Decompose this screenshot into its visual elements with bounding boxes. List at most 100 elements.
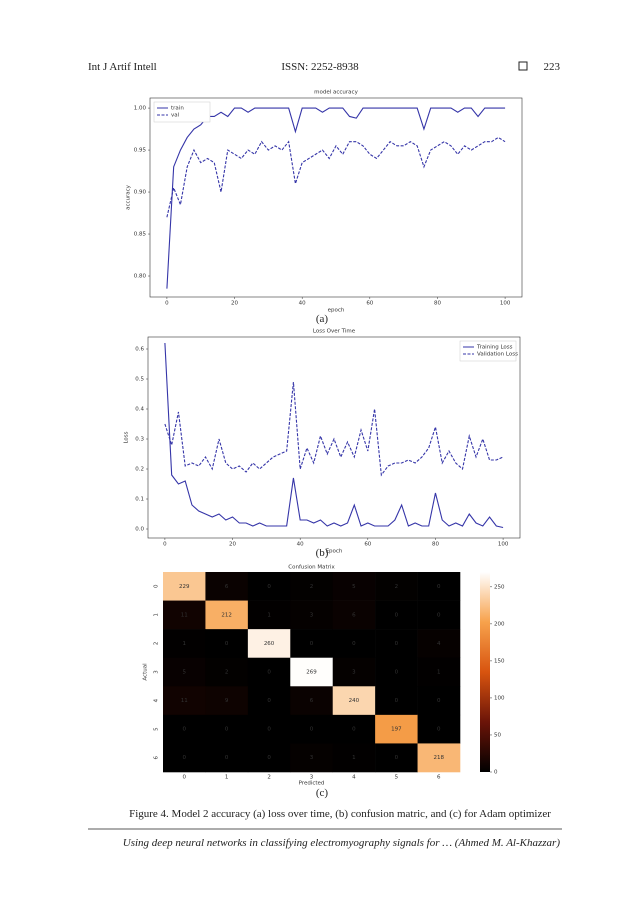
y-tick-label: 1 [154,613,160,617]
heatmap-cell [375,686,418,716]
cell-label: 0 [395,755,399,761]
cell-label: 0 [352,641,356,647]
cell-label: 11 [181,698,188,704]
cell-label: 0 [437,584,441,590]
x-axis-label: Predicted [299,781,325,787]
cell-label: 2 [310,584,314,590]
colorbar-tick-label: 0 [494,770,498,776]
x-tick-label: 2 [267,775,271,781]
heatmap-cell [205,600,249,630]
y-tick-label: 0.95 [134,148,147,154]
cell-label: 212 [221,612,232,618]
cell-label: 269 [306,670,317,676]
x-tick-label: 3 [310,775,314,781]
legend-box [459,340,517,362]
cell-label: 0 [267,584,271,590]
cell-label: 0 [182,727,186,733]
x-tick-label: 4 [352,775,356,781]
cell-label: 0 [437,727,441,733]
x-axis-label: epoch [328,308,345,314]
y-tick-label: 3 [154,670,160,674]
heatmap-cell [332,714,376,744]
y-tick-label: 0 [154,584,160,588]
heatmap-cell [163,600,206,630]
x-tick-label: 100 [500,301,511,307]
heatmap-cell [417,657,461,687]
cell-label: 11 [181,612,188,618]
heatmap-cell [375,629,418,659]
series-line [166,136,506,218]
heatmap-cell [290,743,334,773]
heatmap-cell [332,572,376,601]
heatmap-cell [163,629,206,659]
x-tick-label: 100 [498,542,509,548]
heatmap-cell [375,657,418,687]
page-number: 223 [544,61,561,73]
heatmap-cell [205,714,249,744]
heatmap-cell [163,743,206,773]
chart-title: model accuracy [314,90,358,96]
y-tick-label: 0.90 [134,190,147,196]
x-tick-label: 0 [182,775,186,781]
heatmap-cell [205,686,249,716]
heatmap-cell [290,572,334,601]
heatmap-cell [205,629,249,659]
x-tick-label: 6 [437,775,441,781]
cell-label: 2 [395,584,399,590]
cell-label: 6 [225,584,229,590]
plot-frame [149,97,523,298]
heatmap-cell [290,657,334,687]
y-tick-label: 5 [154,727,160,731]
legend-label: Training Loss [476,345,513,351]
y-tick-label: 0.6 [135,347,144,353]
footer: Using deep neural networks in classifyin… [123,837,561,849]
cell-label: 2 [225,670,229,676]
y-tick-label: 0.5 [135,377,144,383]
heatmap-cell [247,572,291,601]
cell-label: 1 [352,755,356,761]
heatmap-cell [247,600,291,630]
x-tick-label: 60 [366,301,373,307]
heatmap-cell [375,600,418,630]
series-line [164,342,504,529]
plot-frame [147,336,521,539]
cell-label: 0 [437,612,441,618]
cell-label: 0 [182,755,186,761]
cell-label: 4 [437,641,441,647]
y-tick-label: 4 [154,698,160,702]
cell-label: 3 [310,612,314,618]
cell-label: 260 [264,641,275,647]
heatmap-cell [290,686,334,716]
y-tick-label: 0.1 [135,497,144,503]
journal: Int J Artif Intell [88,61,157,73]
subcaption: (a) [316,313,329,325]
cell-label: 0 [395,670,399,676]
cell-label: 0 [267,698,271,704]
colorbar-tick-label: 50 [494,732,501,738]
heatmap-cell [417,714,461,744]
x-tick-label: 0 [165,301,169,307]
x-tick-label: 20 [229,542,236,548]
cell-label: 6 [352,612,356,618]
x-tick-label: 80 [432,542,439,548]
colorbar [480,572,490,772]
cell-label: 3 [310,755,314,761]
square-icon [518,61,528,71]
series-line [166,107,506,289]
figure-caption: Figure 4. Model 2 accuracy (a) loss over… [129,808,551,820]
issn: ISSN: 2252-8938 [281,61,359,73]
heatmap-cell [375,743,418,773]
cell-label: 0 [225,641,229,647]
heatmap-cell [417,600,461,630]
heatmap-cell [290,629,334,659]
heatmap-cell [332,657,376,687]
heatmap-cell [417,686,461,716]
x-tick-label: 40 [299,301,306,307]
heatmap-cell [247,657,291,687]
y-tick-label: 0.4 [135,407,144,413]
subcaption: (b) [316,547,329,559]
y-tick-label: 0.80 [134,274,147,280]
heatmap-cell [332,743,376,773]
colorbar-tick-label: 250 [494,584,505,590]
